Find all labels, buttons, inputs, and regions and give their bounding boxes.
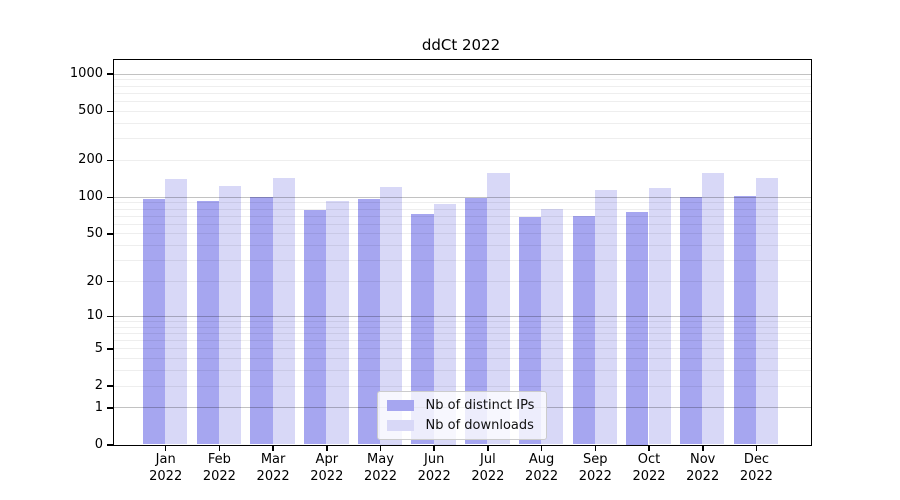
bar-distinct-ips-jul xyxy=(465,197,488,445)
x-tick-mark-jul xyxy=(487,446,489,451)
bar-downloads-jul xyxy=(487,173,510,445)
x-tick-mark-sep xyxy=(594,446,596,451)
bar-distinct-ips-nov xyxy=(679,196,703,445)
legend-label-downloads: Nb of downloads xyxy=(425,417,534,433)
y-tick-label-0: 0 xyxy=(94,437,103,452)
bar-distinct-ips-may xyxy=(357,199,380,445)
bar-downloads-apr xyxy=(326,200,349,445)
y-tick-mark-10 xyxy=(106,315,113,317)
bar-distinct-ips-jan xyxy=(142,199,166,445)
bar-distinct-ips-jun xyxy=(411,214,434,445)
y-tick-label-500: 500 xyxy=(78,103,103,119)
x-tick-mark-jan xyxy=(164,446,167,451)
bar-downloads-aug xyxy=(541,208,564,445)
bar-distinct-ips-sep xyxy=(572,216,595,445)
bar-downloads-may xyxy=(380,187,403,445)
x-tick-label-feb: Feb 2022 xyxy=(202,452,236,484)
x-tick-label-nov: Nov 2022 xyxy=(686,452,720,484)
x-tick-label-may: May 2022 xyxy=(363,452,398,484)
x-tick-label-apr: Apr 2022 xyxy=(310,452,344,484)
y-tick-mark-500 xyxy=(106,110,113,112)
legend-label-distinct-ips: Nb of distinct IPs xyxy=(425,397,535,413)
x-tick-mark-dec xyxy=(755,446,758,451)
x-tick-mark-feb xyxy=(218,446,221,451)
y-tick-mark-2 xyxy=(106,385,113,387)
bar-downloads-nov xyxy=(702,173,725,445)
bar-distinct-ips-mar xyxy=(250,196,273,445)
bar-downloads-dec xyxy=(755,177,779,445)
x-tick-label-dec: Dec 2022 xyxy=(739,452,773,484)
y-tick-label-100: 100 xyxy=(78,189,103,205)
y-tick-mark-0 xyxy=(106,444,113,446)
y-tick-label-2: 2 xyxy=(94,378,103,393)
y-tick-mark-5 xyxy=(106,348,113,350)
x-tick-mark-apr xyxy=(326,446,328,451)
bar-distinct-ips-aug xyxy=(518,217,542,445)
x-tick-mark-jun xyxy=(433,446,435,451)
bar-downloads-feb xyxy=(218,185,242,445)
bars-layer xyxy=(114,60,811,445)
y-tick-label-1: 1 xyxy=(94,399,103,415)
y-tick-label-1000: 1000 xyxy=(69,66,103,82)
legend-swatch-downloads xyxy=(386,419,414,431)
y-tick-label-10: 10 xyxy=(86,308,103,324)
y-tick-mark-200 xyxy=(106,159,113,161)
x-tick-mark-may xyxy=(379,446,382,451)
x-tick-label-jun: Jun 2022 xyxy=(417,452,451,484)
legend-item-downloads: Nb of downloads xyxy=(386,417,535,433)
bar-downloads-mar xyxy=(272,177,295,445)
y-tick-label-200: 200 xyxy=(78,152,103,168)
x-tick-mark-mar xyxy=(272,446,274,451)
bar-distinct-ips-dec xyxy=(733,196,756,445)
x-tick-label-aug: Aug 2022 xyxy=(525,452,559,484)
x-tick-label-sep: Sep 2022 xyxy=(578,452,612,484)
bar-distinct-ips-feb xyxy=(196,201,219,445)
x-tick-label-mar: Mar 2022 xyxy=(256,452,290,484)
x-tick-label-jul: Jul 2022 xyxy=(471,452,505,484)
chart-title: ddCt 2022 xyxy=(421,36,501,54)
y-tick-label-50: 50 xyxy=(86,225,103,241)
legend-item-distinct-ips: Nb of distinct IPs xyxy=(386,397,535,413)
y-tick-mark-1 xyxy=(106,407,113,409)
y-tick-mark-20 xyxy=(106,280,113,283)
legend-swatch-distinct-ips xyxy=(386,399,414,411)
bar-downloads-oct xyxy=(648,188,671,445)
x-tick-mark-nov xyxy=(702,446,704,451)
y-tick-mark-100 xyxy=(106,196,113,198)
y-tick-label-5: 5 xyxy=(94,340,103,356)
bar-distinct-ips-oct xyxy=(626,212,649,445)
y-tick-label-20: 20 xyxy=(86,273,103,289)
plot-area: Nb of distinct IPs Nb of downloads xyxy=(112,58,812,446)
y-tick-mark-1000 xyxy=(106,73,113,75)
x-tick-mark-aug xyxy=(540,446,543,451)
x-tick-label-oct: Oct 2022 xyxy=(632,452,666,484)
bar-downloads-sep xyxy=(594,189,618,445)
x-tick-label-jan: Jan 2022 xyxy=(149,452,183,484)
legend: Nb of distinct IPs Nb of downloads xyxy=(376,390,548,440)
bar-downloads-jan xyxy=(165,179,188,445)
bar-distinct-ips-apr xyxy=(304,209,327,445)
y-tick-mark-50 xyxy=(106,233,113,235)
bar-downloads-jun xyxy=(433,203,456,445)
x-tick-mark-oct xyxy=(648,446,650,451)
